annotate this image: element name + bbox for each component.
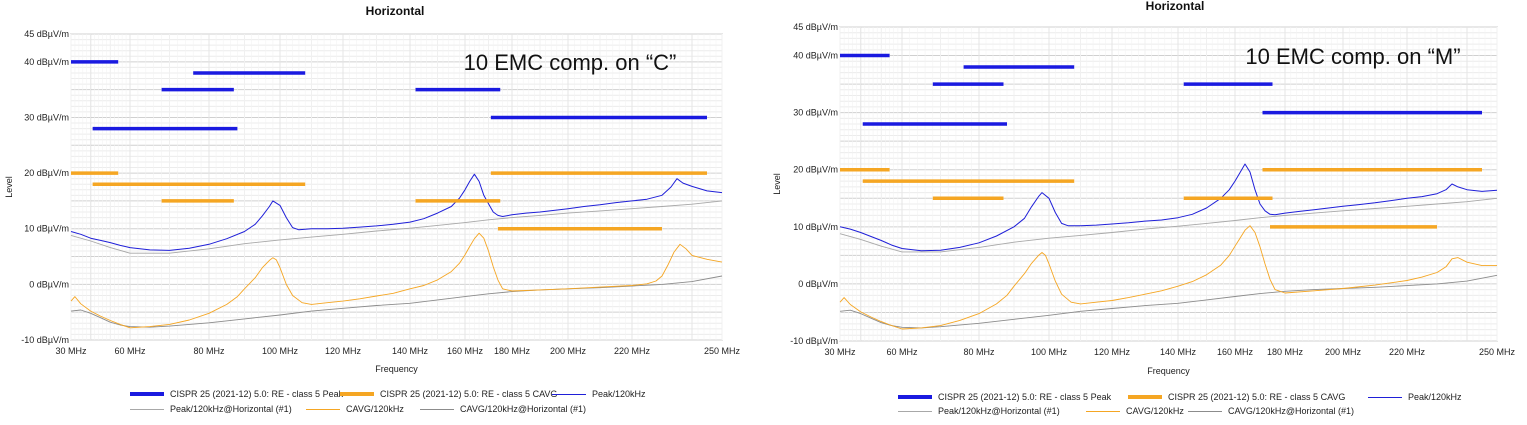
grid xyxy=(70,33,723,341)
legend-swatch-cavg-limit xyxy=(340,392,374,396)
y-tick-label: -10 dBµV/m xyxy=(21,335,69,345)
plot-area xyxy=(839,26,1498,342)
x-tick-label: 140 MHz xyxy=(1160,347,1197,357)
series-line-cavg-120khz xyxy=(70,232,723,329)
x-tick-label: 250 MHz xyxy=(1479,347,1516,357)
legend-label-cavg: CAVG/120kHz xyxy=(1126,406,1184,416)
legend-label-cavg: CAVG/120kHz xyxy=(346,404,404,414)
series-line-peak-120khz-horizontal-1- xyxy=(839,197,1498,253)
x-tick-label: 30 MHz xyxy=(55,346,87,356)
legend-label-peak: Peak/120kHz xyxy=(592,389,646,399)
legend-label-peak-ref: Peak/120kHz@Horizontal (#1) xyxy=(170,404,292,414)
y-tick-label: 0 dBµV/m xyxy=(29,279,69,289)
legend-label-cavg-limit: CISPR 25 (2021-12) 5.0: RE - class 5 CAV… xyxy=(1168,392,1346,402)
y-tick-label: 10 dBµV/m xyxy=(24,224,69,234)
x-tick-label: 120 MHz xyxy=(325,346,362,356)
legend-swatch-cavg-limit xyxy=(1128,395,1162,399)
x-tick-label: 60 MHz xyxy=(114,346,146,356)
x-axis-label: Frequency xyxy=(375,364,418,374)
emc-chart-c: 45 dBµV/m 40 dBµV/m 30 dBµV/m 20 dBµV/m 10 d… xyxy=(4,4,741,374)
legend-swatch-peak-limit xyxy=(898,395,932,399)
x-tick-label: 120 MHz xyxy=(1094,347,1131,357)
legend-swatch-peak xyxy=(552,393,586,395)
series-line-peak-120khz xyxy=(70,173,723,251)
emc-chart-m: 45 dBµV/m 40 dBµV/m 30 dBµV/m 20 dBµV/m 10 d… xyxy=(772,0,1516,376)
y-tick-label: 20 dBµV/m xyxy=(793,165,838,175)
legend-swatch-cavg-ref xyxy=(420,408,454,410)
legend-label-cavg-ref: CAVG/120kHz@Horizontal (#1) xyxy=(1228,406,1355,416)
x-tick-label: 180 MHz xyxy=(1267,347,1304,357)
legend-item-cavg-limit: CISPR 25 (2021-12) 5.0: RE - class 5 CAV… xyxy=(1128,392,1345,402)
legend-swatch-peak-limit xyxy=(130,392,164,396)
legend-item-peak-ref: Peak/120kHz@Horizontal (#1) xyxy=(130,404,292,414)
x-tick-label: 250 MHz xyxy=(704,346,741,356)
x-tick-label: 200 MHz xyxy=(550,346,587,356)
chart-title: Horizontal xyxy=(1146,0,1205,13)
series-line-cavg-120khz-horizontal-1- xyxy=(839,274,1498,329)
legend-item-cavg: CAVG/120kHz xyxy=(1086,406,1184,416)
legend-swatch-peak-ref xyxy=(898,410,932,412)
legend-swatch-peak xyxy=(1368,396,1402,398)
legend-swatch-cavg xyxy=(1086,410,1120,412)
x-tick-label: 220 MHz xyxy=(614,346,651,356)
x-tick-label: 80 MHz xyxy=(963,347,995,357)
legend-swatch-peak-ref xyxy=(130,408,164,410)
series-line-peak-120khz-horizontal-1- xyxy=(70,200,723,254)
series-line-peak-120khz xyxy=(839,163,1498,252)
legend-swatch-cavg-ref xyxy=(1188,410,1222,412)
legend-label-peak-ref: Peak/120kHz@Horizontal (#1) xyxy=(938,406,1060,416)
x-tick-label: 160 MHz xyxy=(447,346,484,356)
grid xyxy=(839,26,1498,342)
chart-annotation: 10 EMC comp. on “C” xyxy=(464,50,677,75)
legend-label-peak-limit: CISPR 25 (2021-12) 5.0: RE - class 5 Pea… xyxy=(170,389,344,399)
legend-label-peak: Peak/120kHz xyxy=(1408,392,1462,402)
legend-item-peak-limit: CISPR 25 (2021-12) 5.0: RE - class 5 Pea… xyxy=(130,389,343,399)
x-axis-label: Frequency xyxy=(1147,366,1190,376)
legend-label-peak-limit: CISPR 25 (2021-12) 5.0: RE - class 5 Pea… xyxy=(938,392,1112,402)
x-tick-label: 160 MHz xyxy=(1217,347,1254,357)
y-tick-label: 30 dBµV/m xyxy=(793,108,838,118)
series-line-cavg-120khz xyxy=(839,225,1497,330)
y-tick-label: 10 dBµV/m xyxy=(793,222,838,232)
x-tick-label: 180 MHz xyxy=(494,346,531,356)
legend-label-cavg-ref: CAVG/120kHz@Horizontal (#1) xyxy=(460,404,587,414)
y-axis-label: Level xyxy=(772,173,782,195)
x-tick-label: 60 MHz xyxy=(886,347,918,357)
y-tick-label: 40 dBµV/m xyxy=(793,51,838,61)
y-tick-label: 0 dBµV/m xyxy=(798,279,838,289)
legend-item-peak-limit: CISPR 25 (2021-12) 5.0: RE - class 5 Pea… xyxy=(898,392,1111,402)
legend-item-peak-ref: Peak/120kHz@Horizontal (#1) xyxy=(898,406,1060,416)
legend-item-peak: Peak/120kHz xyxy=(552,389,646,399)
y-tick-label: -10 dBµV/m xyxy=(790,336,838,346)
y-tick-label: 40 dBµV/m xyxy=(24,57,69,67)
x-tick-label: 80 MHz xyxy=(193,346,225,356)
legend-item-cavg: CAVG/120kHz xyxy=(306,404,404,414)
y-tick-label: 20 dBµV/m xyxy=(24,168,69,178)
legend-item-cavg-ref: CAVG/120kHz@Horizontal (#1) xyxy=(1188,406,1354,416)
y-axis-label: Level xyxy=(4,176,14,198)
x-tick-label: 100 MHz xyxy=(262,346,299,356)
x-tick-label: 220 MHz xyxy=(1389,347,1426,357)
chart-panel-left: 45 dBµV/m 40 dBµV/m 30 dBµV/m 20 dBµV/m 10 d… xyxy=(0,0,760,425)
chart-panel-right: 45 dBµV/m 40 dBµV/m 30 dBµV/m 20 dBµV/m 10 d… xyxy=(768,0,1527,425)
x-tick-label: 200 MHz xyxy=(1325,347,1362,357)
chart-title: Horizontal xyxy=(366,4,425,18)
legend-label-cavg-limit: CISPR 25 (2021-12) 5.0: RE - class 5 CAV… xyxy=(380,389,558,399)
legend-item-peak: Peak/120kHz xyxy=(1368,392,1462,402)
chart-annotation: 10 EMC comp. on “M” xyxy=(1245,44,1460,69)
legend-item-cavg-ref: CAVG/120kHz@Horizontal (#1) xyxy=(420,404,586,414)
x-tick-label: 140 MHz xyxy=(392,346,429,356)
y-tick-label: 45 dBµV/m xyxy=(24,29,69,39)
x-tick-label: 100 MHz xyxy=(1031,347,1068,357)
y-tick-label: 45 dBµV/m xyxy=(793,22,838,32)
legend-swatch-cavg xyxy=(306,408,340,410)
x-tick-label: 30 MHz xyxy=(824,347,856,357)
legend-item-cavg-limit: CISPR 25 (2021-12) 5.0: RE - class 5 CAV… xyxy=(340,389,557,399)
y-tick-label: 30 dBµV/m xyxy=(24,112,69,122)
